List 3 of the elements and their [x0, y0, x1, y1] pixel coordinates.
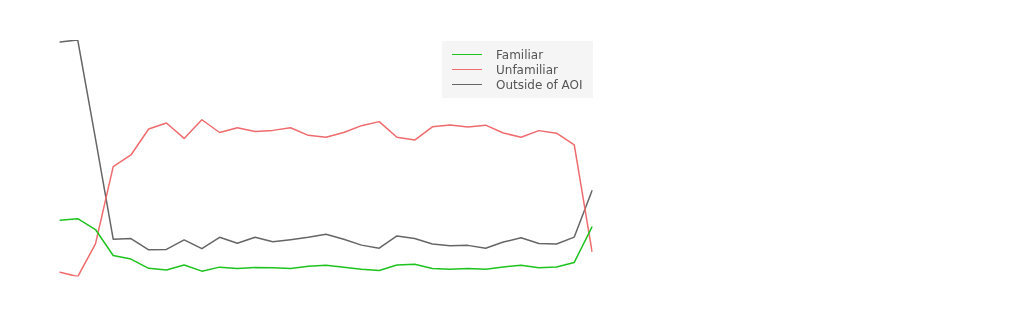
- legend-label: Unfamiliar: [496, 62, 558, 77]
- legend-label: Outside of AOI: [496, 77, 583, 92]
- legend-label: Familiar: [496, 47, 544, 62]
